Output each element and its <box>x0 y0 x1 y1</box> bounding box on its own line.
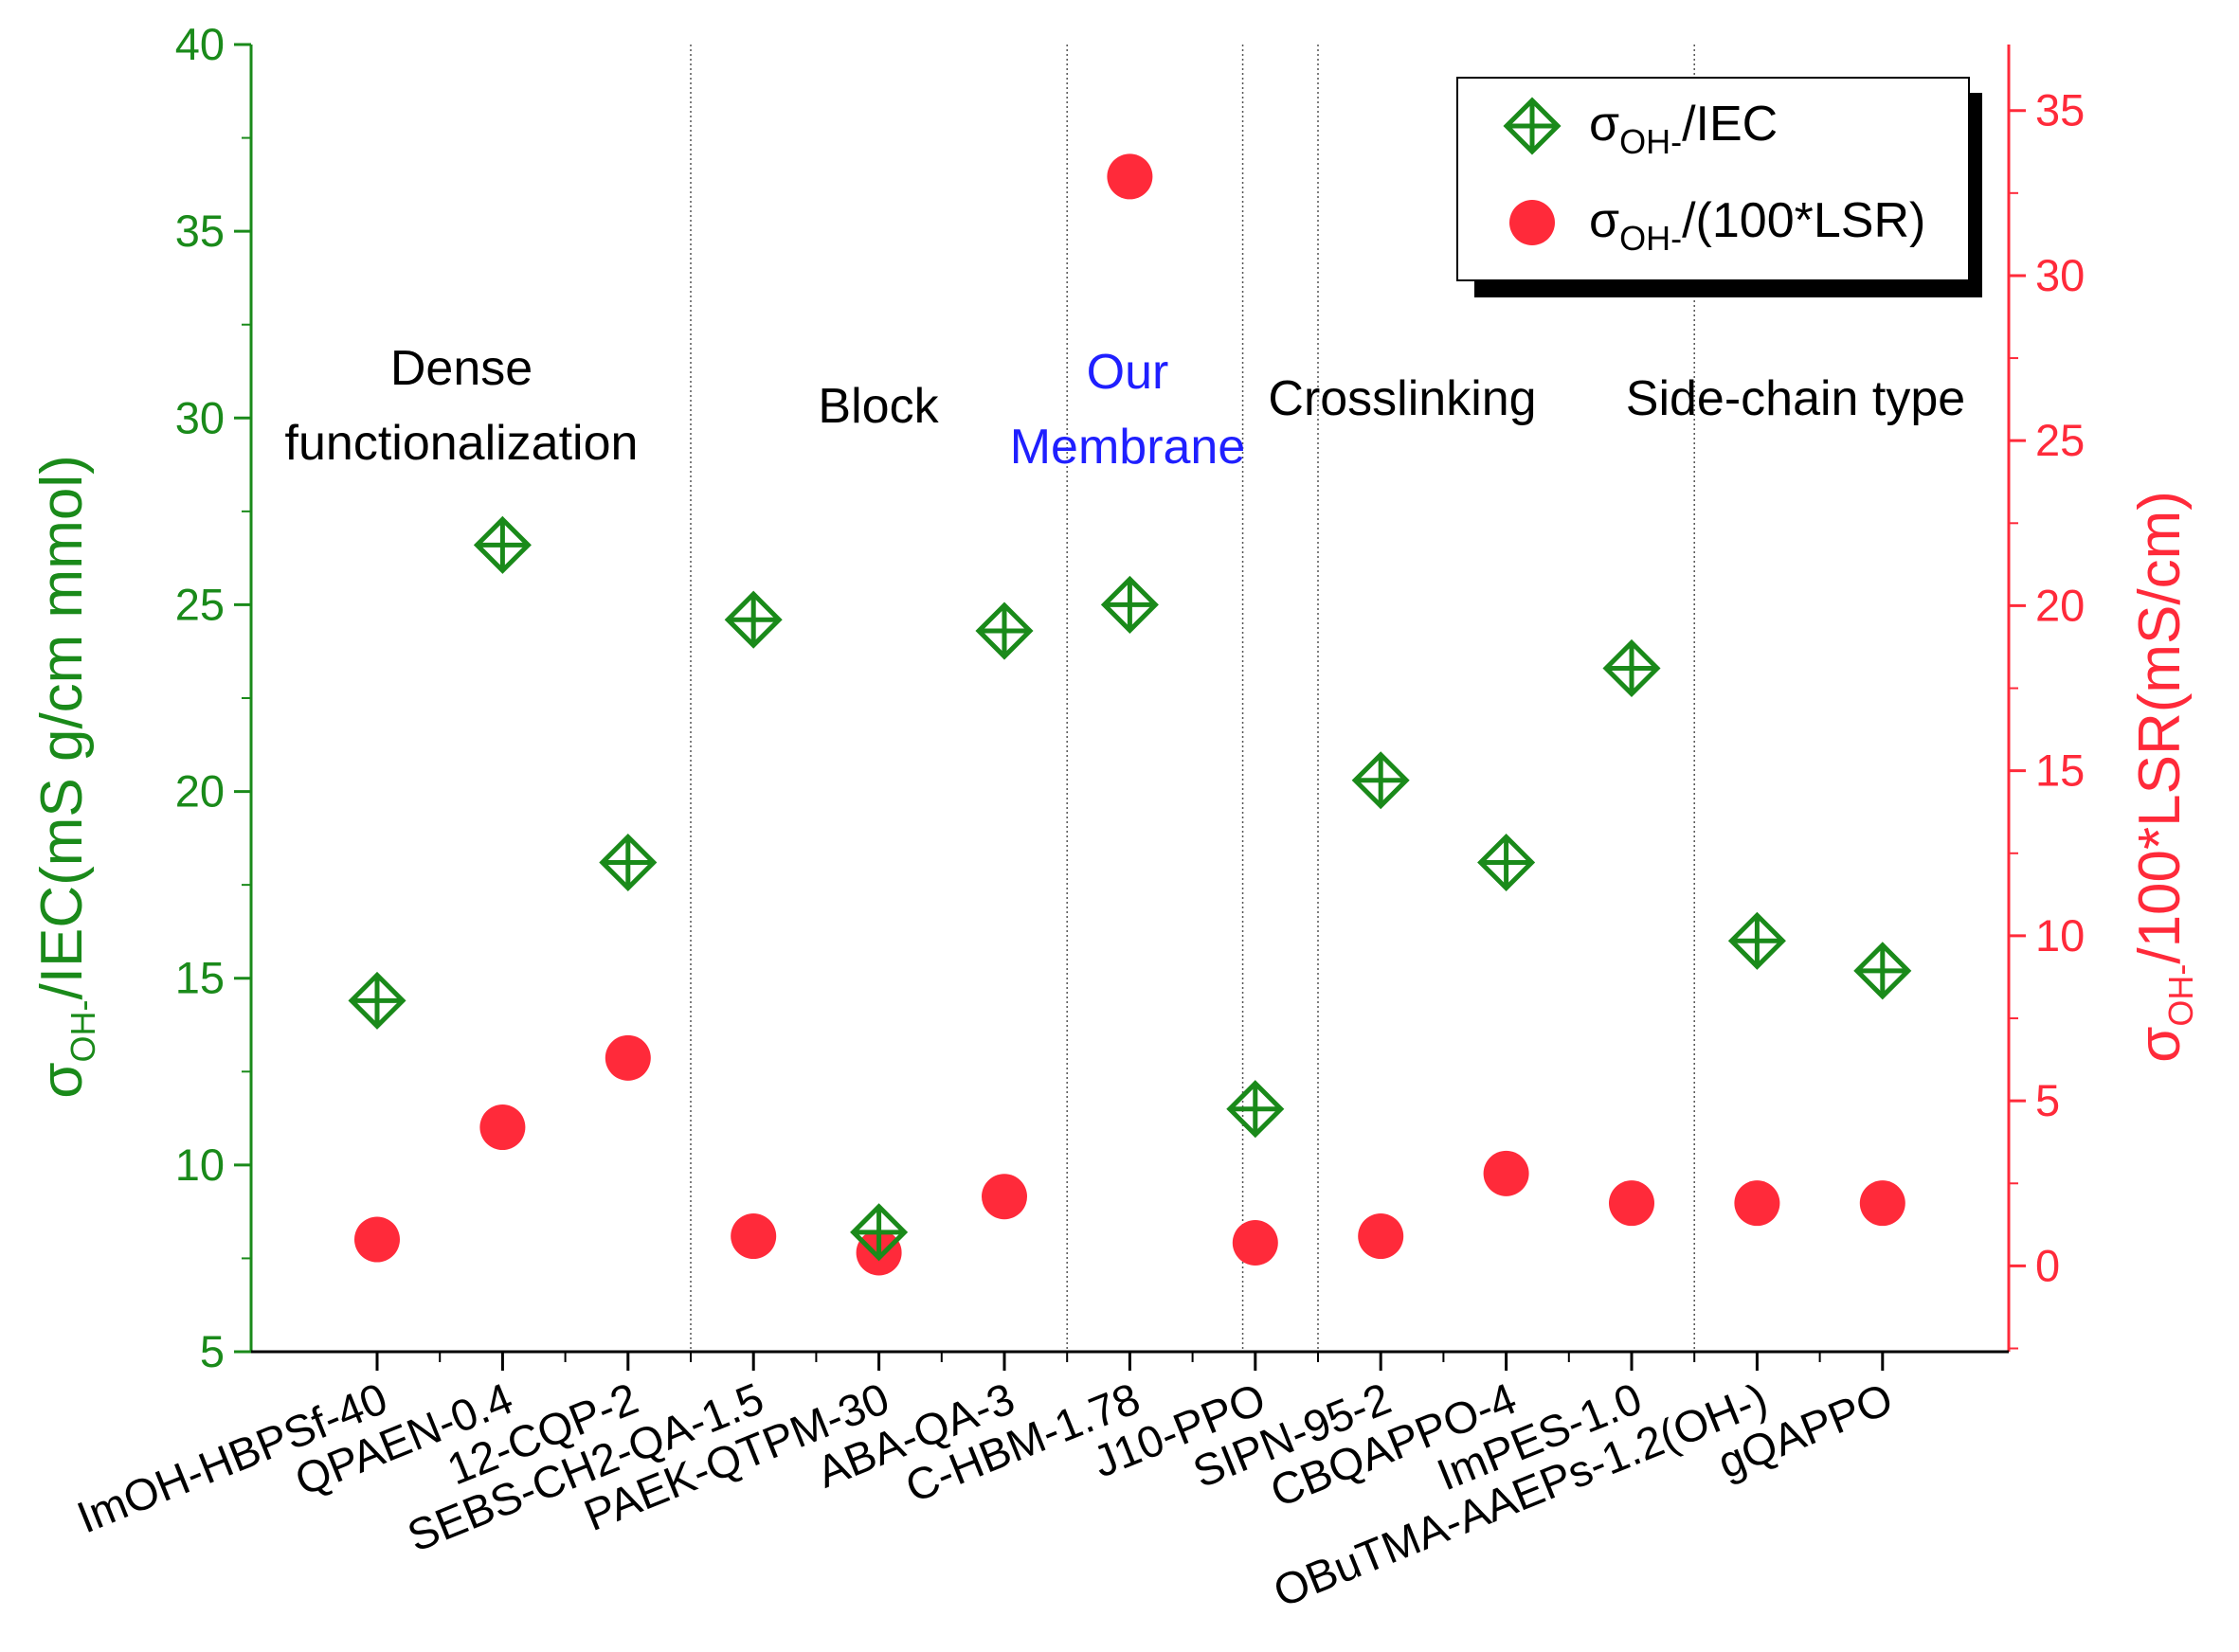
legend-entry-iec: σOH-/IEC <box>1589 97 1778 161</box>
point-lsr-3 <box>605 1034 651 1081</box>
point-lsr-1 <box>354 1216 400 1263</box>
point-lsr-10 <box>1483 1150 1529 1196</box>
group-label-4-line-1: Crosslinking <box>1268 371 1536 426</box>
y-right-tick-label: 30 <box>2035 250 2085 300</box>
point-iec-2 <box>473 515 532 574</box>
point-lsr-4 <box>731 1213 777 1260</box>
point-iec-7-outline <box>1100 575 1159 634</box>
point-iec-1 <box>348 971 406 1030</box>
legend-entry-iec-main: σ <box>1589 97 1619 152</box>
y-left-tick-label: 10 <box>175 1140 225 1190</box>
legend-entry-iec-sub: OH- <box>1619 122 1682 161</box>
point-lsr-6 <box>982 1174 1027 1220</box>
point-iec-11 <box>1602 638 1661 697</box>
y-left-tick-label: 35 <box>175 206 225 256</box>
point-iec-5-outline <box>850 1203 909 1262</box>
group-label-1-line-2: functionalization <box>285 416 639 471</box>
y-right-tick-label: 0 <box>2035 1240 2060 1290</box>
point-iec-2-outline <box>473 515 532 574</box>
y-right-tick-label: 35 <box>2035 85 2085 135</box>
legend-entry-iec-rest: /IEC <box>1682 97 1778 152</box>
point-iec-3-outline <box>599 833 658 892</box>
y-axis-left-title-sub: OH- <box>63 999 102 1062</box>
point-iec-7 <box>1100 575 1159 634</box>
point-iec-10-outline <box>1477 833 1536 892</box>
point-lsr-12 <box>1734 1180 1780 1227</box>
point-iec-6 <box>975 602 1034 660</box>
y-axis-left-title-rest: /IEC(mS g/cm mmol) <box>29 455 95 999</box>
point-iec-8 <box>1226 1080 1285 1139</box>
y-axis-left-title-main: σ <box>29 1062 95 1098</box>
group-label-5-line-1: Side-chain type <box>1626 371 1965 426</box>
group-label-3-line-2: Membrane <box>1010 420 1246 475</box>
y-axis-left-title: σOH-/IEC(mS g/cm mmol) <box>29 455 102 1099</box>
y-right-tick-label: 20 <box>2035 580 2085 630</box>
point-lsr-9 <box>1358 1213 1404 1260</box>
point-iec-5 <box>850 1203 909 1262</box>
y-axis-right-title: σOH-/100*LSR(mS/cm) <box>2127 491 2200 1063</box>
point-lsr-8 <box>1232 1220 1278 1266</box>
legend-entry-lsr-main: σ <box>1589 193 1619 248</box>
group-label-1-line-1: Dense <box>390 341 533 396</box>
point-lsr-13 <box>1859 1180 1905 1227</box>
legend-entry-lsr-sub: OH- <box>1619 219 1682 258</box>
legend-marker-crossed-diamond <box>1503 97 1562 155</box>
point-iec-4 <box>724 590 783 649</box>
legend-entry-lsr-rest: /(100*LSR) <box>1682 193 1925 248</box>
y-axis-right-title-rest: /100*LSR(mS/cm) <box>2127 491 2193 964</box>
point-lsr-2 <box>479 1104 526 1151</box>
point-iec-3 <box>599 833 658 892</box>
group-label-3-line-1: Our <box>1087 345 1169 400</box>
legend-entry-lsr: σOH-/(100*LSR) <box>1589 193 1925 258</box>
y-left-tick-label: 30 <box>175 392 225 442</box>
point-iec-10 <box>1477 833 1536 892</box>
point-lsr-7 <box>1107 153 1153 200</box>
y-right-tick-label: 10 <box>2035 910 2085 961</box>
point-iec-13-outline <box>1853 942 1912 1000</box>
y-left-tick-label: 15 <box>175 953 225 1003</box>
point-iec-9 <box>1351 751 1410 810</box>
y-right-tick-label: 15 <box>2035 745 2085 796</box>
point-iec-6-outline <box>975 602 1034 660</box>
y-left-tick-label: 40 <box>175 19 225 69</box>
group-label-2-line-1: Block <box>818 379 939 434</box>
y-right-tick-label: 5 <box>2035 1075 2060 1125</box>
y-axis-right-title-sub: OH- <box>2161 964 2200 1027</box>
point-iec-13 <box>1853 942 1912 1000</box>
point-lsr-11 <box>1609 1180 1654 1227</box>
point-iec-12-outline <box>1727 911 1786 970</box>
legend: σOH-/IEC σOH-/(100*LSR) <box>1456 77 1982 297</box>
point-iec-12 <box>1727 911 1786 970</box>
legend-diamond-glyph <box>1503 97 1562 155</box>
legend-marker-circle <box>1509 200 1555 245</box>
y-axis-right-title-main: σ <box>2127 1027 2193 1063</box>
y-left-tick-label: 20 <box>175 766 225 817</box>
point-iec-9-outline <box>1351 751 1410 810</box>
y-left-tick-label: 25 <box>175 579 225 629</box>
y-left-tick-label: 5 <box>200 1326 225 1376</box>
y-right-tick-label: 25 <box>2035 415 2085 465</box>
